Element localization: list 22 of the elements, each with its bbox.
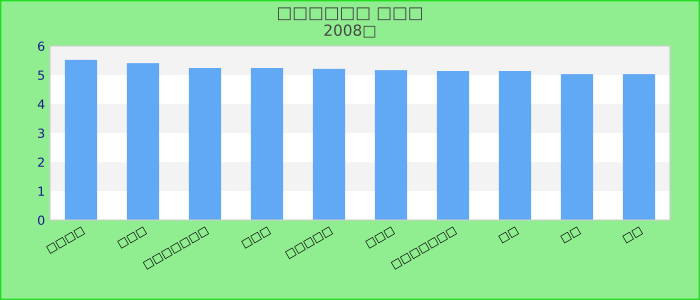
y-tick-label: 0	[38, 215, 44, 225]
x-tick-label: □□	[560, 226, 582, 244]
y-tick-label: 2	[38, 157, 44, 167]
y-tick-label: 1	[38, 186, 44, 196]
y-tick-label: 3	[38, 128, 44, 138]
y-tick-label: 5	[38, 70, 44, 80]
bar	[188, 68, 222, 220]
bar	[560, 74, 594, 220]
chart-subtitle: 2008□	[324, 24, 376, 38]
x-tick-label: □□	[622, 226, 644, 244]
bar	[622, 74, 656, 220]
bar	[498, 70, 532, 220]
bar	[374, 70, 408, 220]
bar	[64, 60, 98, 220]
x-tick-label: □□	[498, 226, 520, 244]
chart-title: □□□□□□ □□□	[278, 7, 422, 20]
bar	[126, 63, 160, 220]
y-tick-label: 6	[38, 41, 44, 51]
bar	[312, 68, 346, 220]
bar	[436, 70, 470, 220]
y-tick-label: 4	[38, 100, 44, 109]
bar	[250, 68, 284, 220]
